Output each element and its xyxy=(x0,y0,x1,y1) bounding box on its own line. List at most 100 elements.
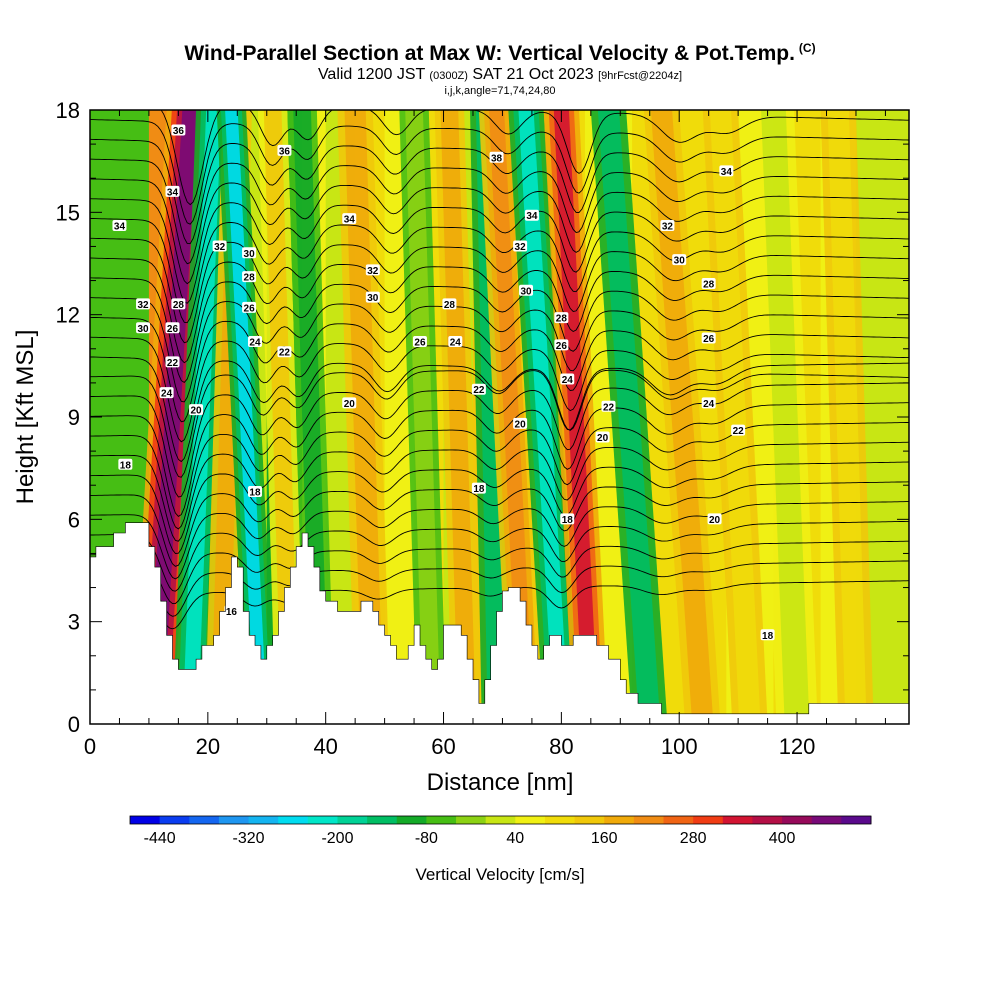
svg-text:22: 22 xyxy=(473,385,485,396)
colorbar-tick-label: -200 xyxy=(321,830,353,847)
svg-text:30: 30 xyxy=(244,249,256,260)
isentrope-line xyxy=(90,336,909,443)
colorbar-swatch xyxy=(248,816,279,824)
isentrope-label: 28 xyxy=(171,298,186,311)
svg-text:24: 24 xyxy=(450,337,462,348)
isentrope-label: 26 xyxy=(701,332,716,345)
x-tick-label: 60 xyxy=(431,734,455,759)
colorbar-swatch xyxy=(130,816,161,824)
svg-text:28: 28 xyxy=(703,279,715,290)
svg-text:36: 36 xyxy=(173,126,185,137)
chart-title-text: Wind-Parallel Section at Max W: Vertical… xyxy=(184,42,795,65)
isentrope-label: 30 xyxy=(672,254,687,267)
velocity-plume xyxy=(650,110,714,724)
colorbar-swatch xyxy=(841,816,872,824)
svg-text:16: 16 xyxy=(226,607,238,618)
x-tick-label: 0 xyxy=(84,734,96,759)
svg-text:20: 20 xyxy=(344,399,356,410)
isentrope-line xyxy=(90,158,909,265)
velocity-plume xyxy=(553,110,599,724)
svg-text:20: 20 xyxy=(515,419,527,430)
colorbar-swatch xyxy=(515,816,546,824)
svg-text:32: 32 xyxy=(662,221,674,232)
title-block: Wind-Parallel Section at Max W: Vertical… xyxy=(0,36,1000,97)
svg-text:36: 36 xyxy=(279,146,291,157)
isentrope-label: 32 xyxy=(212,240,227,253)
svg-text:18: 18 xyxy=(762,631,774,642)
colorbar-tick-label: 160 xyxy=(591,830,618,847)
colorbar-tick-label: -320 xyxy=(233,830,265,847)
y-axis-title: Height [Kft MSL] xyxy=(12,330,39,505)
isentrope-line xyxy=(90,540,909,605)
y-tick-label: 6 xyxy=(68,507,80,532)
svg-text:38: 38 xyxy=(491,153,503,164)
isentrope-label: 24 xyxy=(448,335,463,348)
isentrope-line xyxy=(90,501,909,580)
svg-text:28: 28 xyxy=(173,300,185,311)
isentrope-line xyxy=(90,520,909,592)
y-tick-label: 12 xyxy=(56,303,80,328)
isentrope-label: 28 xyxy=(242,271,257,284)
svg-text:28: 28 xyxy=(556,314,568,325)
x-tick-label: 120 xyxy=(779,734,816,759)
x-tick-label: 100 xyxy=(661,734,698,759)
colorbar-title: Vertical Velocity [cm/s] xyxy=(415,865,584,884)
svg-text:34: 34 xyxy=(167,187,179,198)
isentrope-lines xyxy=(90,110,909,630)
svg-text:22: 22 xyxy=(733,426,745,437)
svg-text:32: 32 xyxy=(515,242,527,253)
isentrope-label: 16 xyxy=(224,605,239,618)
title-mark: (C) xyxy=(798,41,816,55)
velocity-plume xyxy=(827,110,867,724)
isentrope-line xyxy=(90,297,909,403)
svg-text:30: 30 xyxy=(520,286,532,297)
forecast-tag: [9hrFcst@2204z] xyxy=(598,70,683,82)
isentrope-label: 18 xyxy=(471,482,486,495)
isentrope-line xyxy=(90,178,909,285)
chart-subtitle: Valid 1200 JST (0300Z) SAT 21 Oct 2023 [… xyxy=(0,66,1000,85)
svg-text:22: 22 xyxy=(603,402,615,413)
y-tick-label: 15 xyxy=(56,200,80,225)
section-params: i,j,k,angle=71,74,24,80 xyxy=(444,85,556,97)
svg-text:18: 18 xyxy=(562,515,574,526)
isentrope-label: 38 xyxy=(489,151,504,164)
colorbar-swatch xyxy=(811,816,842,824)
colorbar-swatch xyxy=(426,816,457,824)
colorbar-swatch xyxy=(396,816,427,824)
isentrope-label: 34 xyxy=(165,185,180,198)
isentrope-line xyxy=(90,481,909,567)
y-tick-label: 0 xyxy=(68,712,80,737)
isentrope-label: 18 xyxy=(118,458,133,471)
isentrope-label: 30 xyxy=(242,247,257,260)
colorbar-tick-label: 280 xyxy=(680,830,707,847)
colorbar-swatch xyxy=(782,816,813,824)
isentrope-label: 20 xyxy=(595,431,610,444)
isentrope-label: 18 xyxy=(247,486,262,499)
colorbar-swatch xyxy=(367,816,398,824)
svg-text:34: 34 xyxy=(721,167,733,178)
isentrope-line xyxy=(90,402,909,517)
svg-text:34: 34 xyxy=(344,215,356,226)
colorbar-swatch xyxy=(218,816,250,824)
isentrope-label: 24 xyxy=(159,387,174,400)
svg-text:34: 34 xyxy=(526,211,538,222)
colorbar-swatch xyxy=(633,816,665,824)
svg-text:26: 26 xyxy=(414,337,426,348)
colorbar-swatch xyxy=(456,816,487,824)
isentrope-label: 20 xyxy=(189,404,204,417)
svg-text:18: 18 xyxy=(249,488,261,499)
isentrope-line xyxy=(90,356,909,463)
svg-text:34: 34 xyxy=(114,221,126,232)
isentrope-line xyxy=(90,277,909,383)
isentrope-label: 22 xyxy=(165,356,180,369)
velocity-plume xyxy=(597,110,661,724)
svg-text:26: 26 xyxy=(244,303,256,314)
isentrope-label: 26 xyxy=(554,339,569,352)
isentrope-line xyxy=(160,110,909,206)
isentrope-label: 32 xyxy=(136,298,151,311)
svg-text:18: 18 xyxy=(120,460,132,471)
isentrope-label: 24 xyxy=(701,397,716,410)
velocity-plume xyxy=(709,110,761,724)
valid-date: SAT 21 Oct 2023 xyxy=(472,66,594,83)
